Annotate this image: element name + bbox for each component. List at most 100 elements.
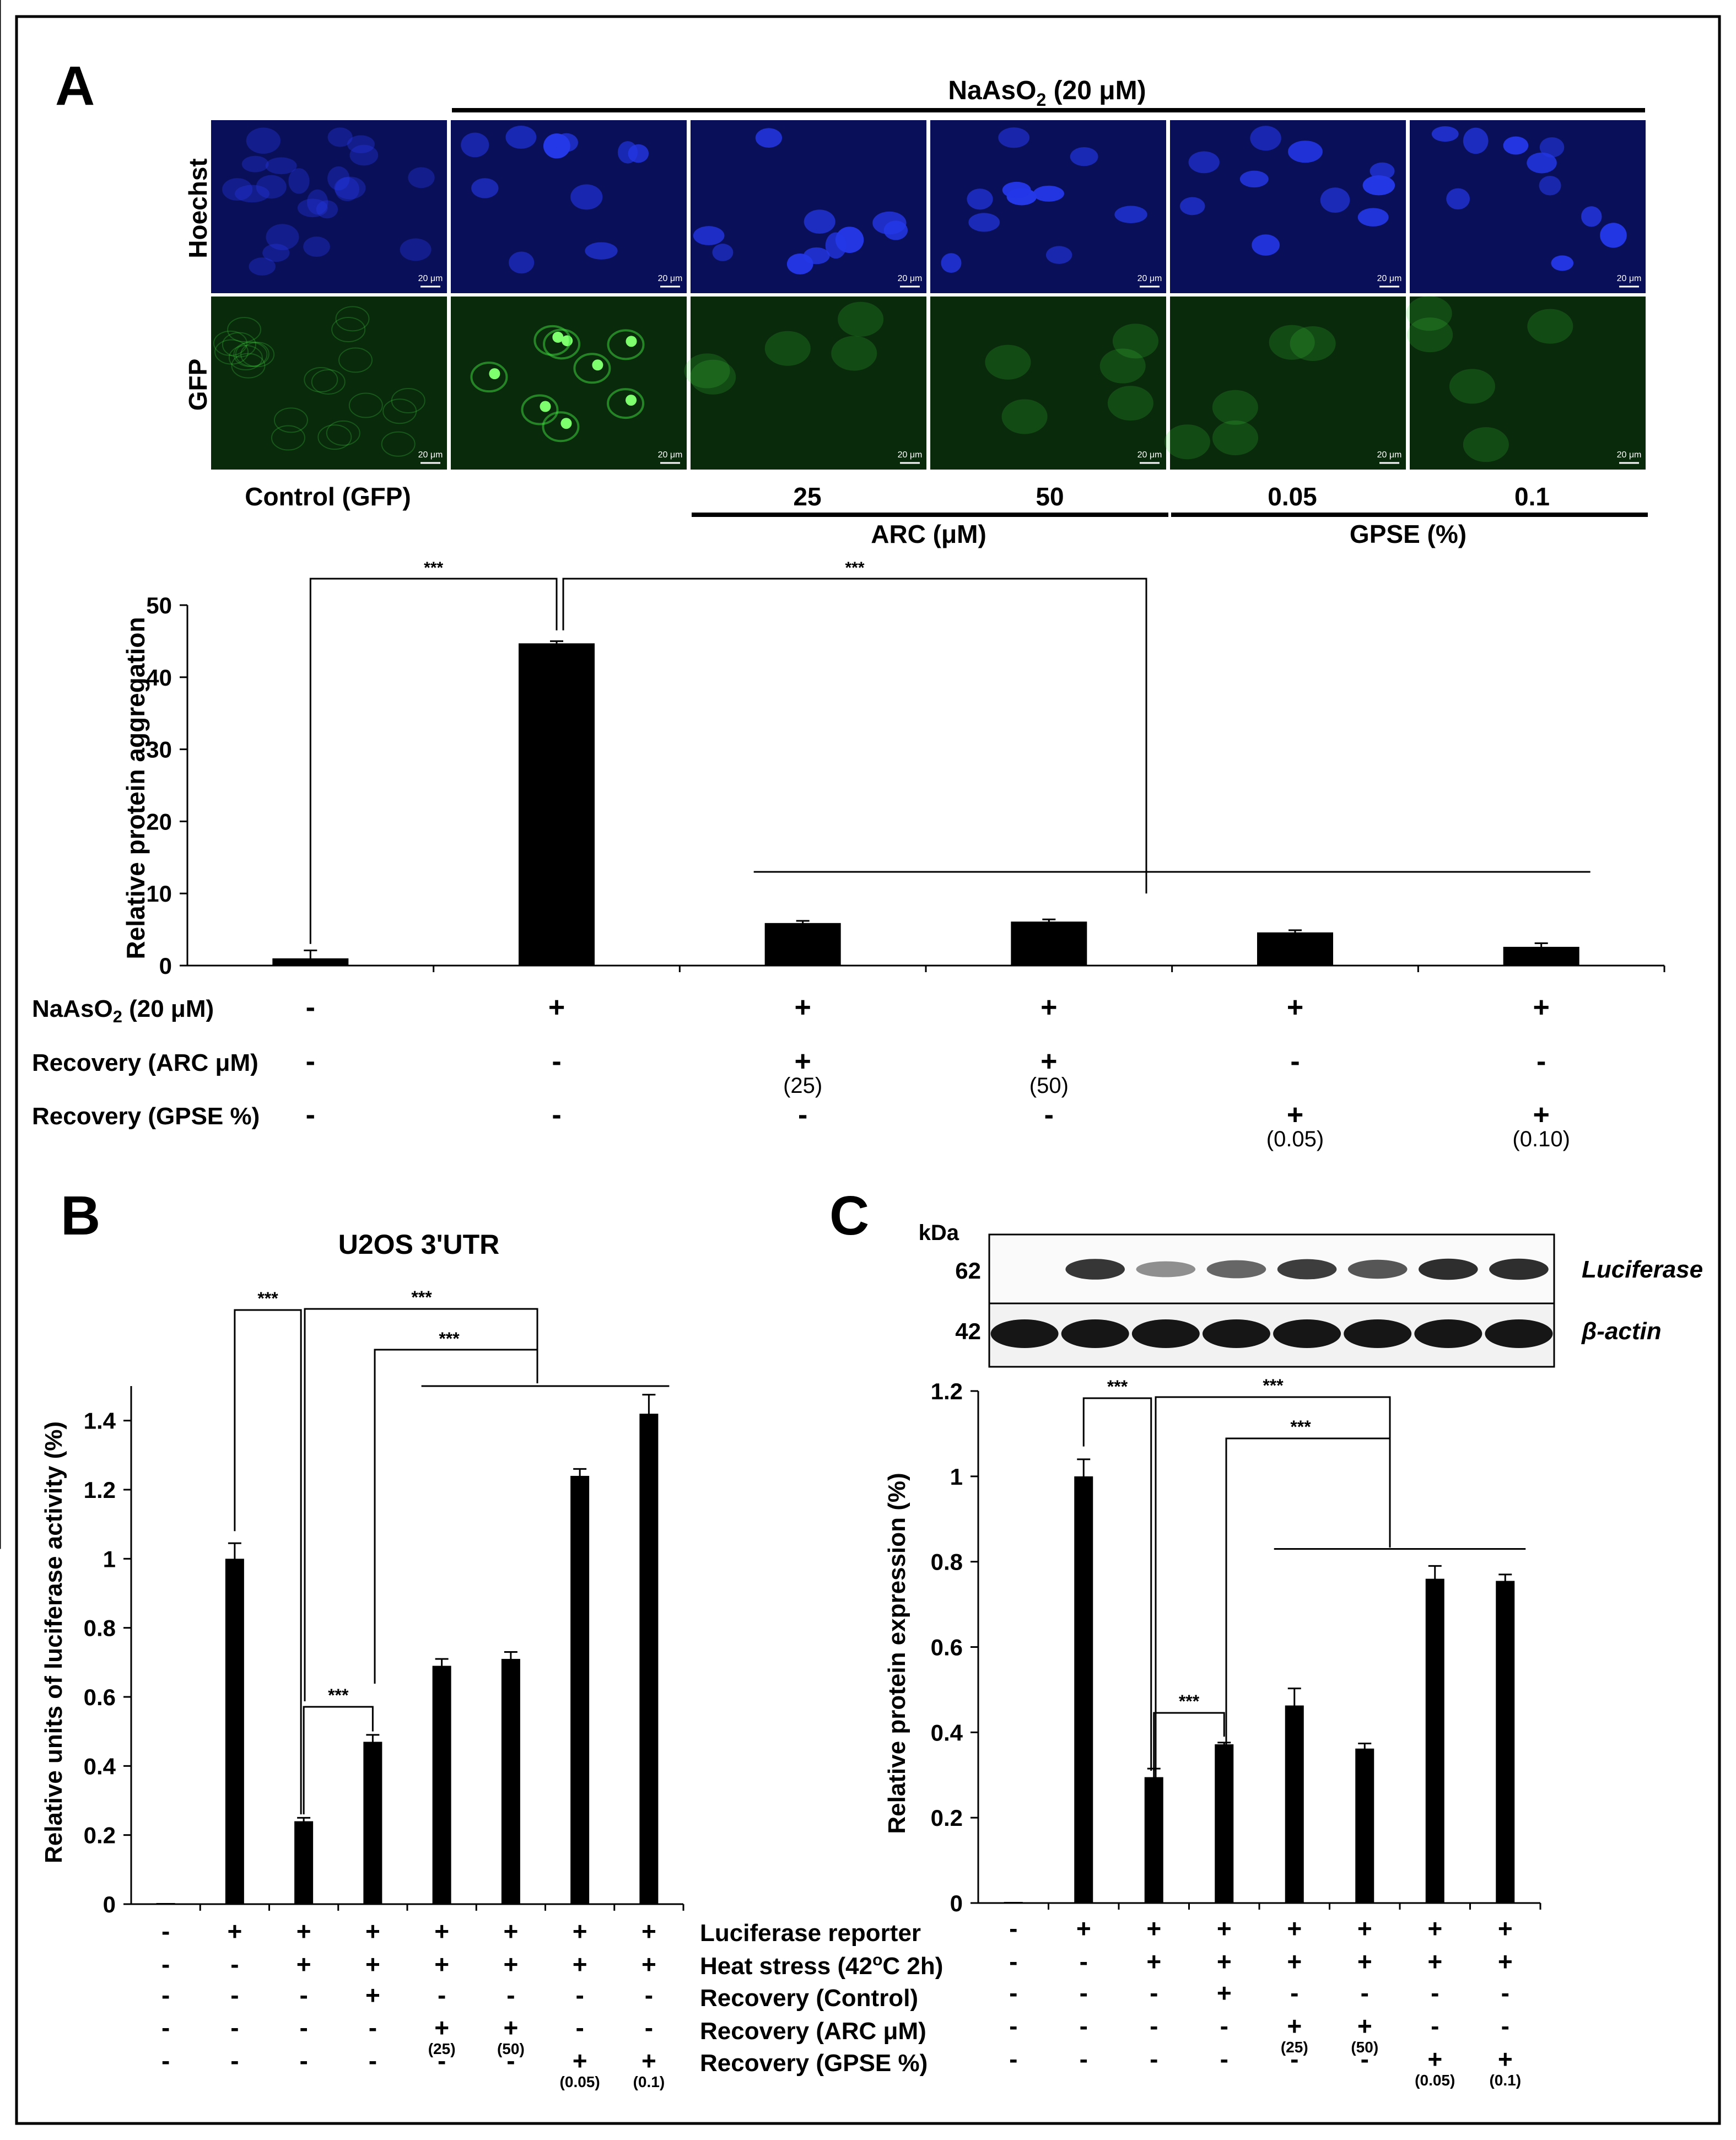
gfp-aggregate <box>552 331 564 343</box>
bar-2 <box>519 643 595 966</box>
row-label-text: NaAsO <box>32 995 113 1022</box>
treatment-cell: + <box>1217 1979 1232 2007</box>
nucleus <box>1539 175 1561 196</box>
treatment-cell: + <box>434 2013 449 2042</box>
nucleus <box>872 211 907 235</box>
cell-outline <box>228 345 263 371</box>
treatment-cell: + <box>641 1917 656 1945</box>
gfp-image-2: 20 μm <box>451 297 687 470</box>
treatment-cell: + <box>1217 1947 1232 1976</box>
y-tick-label: 0 <box>103 1891 116 1917</box>
cell-outline <box>348 392 383 418</box>
y-axis-label-b: Relative units of luciferase activity (%… <box>40 1421 67 1863</box>
nucleus <box>1539 137 1565 158</box>
bar-3 <box>1144 1777 1163 1903</box>
bar-8 <box>639 1414 659 1904</box>
label-text: Recovery (ARC μM) <box>700 2018 926 2045</box>
label-rest: C 2h) <box>882 1953 943 1980</box>
treatment-cell: - <box>1080 2045 1088 2073</box>
label-text: Recovery (Control) <box>700 1985 918 2012</box>
cell-outline <box>470 362 508 393</box>
nucleus <box>1581 206 1602 227</box>
shared-row-label: Recovery (GPSE %) <box>700 2050 928 2077</box>
actin-band-5 <box>1273 1319 1341 1348</box>
cell-outline <box>607 329 645 360</box>
cell-outline <box>233 342 268 368</box>
luciferase-band-8 <box>1489 1258 1549 1280</box>
cell-outline <box>1269 325 1315 360</box>
scale-bar-label: 20 μm <box>898 450 923 460</box>
treatment-table-b: - + + + + + + +- - + + + + + +- - - + - - - -- - - - +(25)+(50)- -… <box>161 1917 665 2090</box>
nucleus <box>1252 234 1280 256</box>
luciferase-activity-chart: U2OS 3'UTR Relative units of luciferase … <box>0 0 684 2090</box>
marker-62: 62 <box>955 1258 981 1284</box>
treatment-cell: + <box>1040 991 1057 1023</box>
treatment-cell: - <box>1009 1914 1017 1943</box>
treatment-dose: (0.1) <box>633 2073 665 2090</box>
treatment-cell: - <box>1361 1979 1369 2007</box>
scale-bar-label: 20 μm <box>418 274 443 283</box>
scale-bar-label: 20 μm <box>658 450 683 460</box>
treatment-cell: - <box>1220 2012 1228 2040</box>
scale-bar-label: 20 μm <box>1377 450 1402 460</box>
nucleus <box>1070 147 1098 166</box>
treatment-cell: + <box>1357 1914 1372 1943</box>
nucleus <box>570 184 603 210</box>
figure-border <box>15 15 1721 2125</box>
shared-row-label: Heat stress (42oC 2h) <box>700 1951 943 1980</box>
treatment-cell: + <box>573 1950 587 1979</box>
cell-outline <box>1112 324 1158 359</box>
treatment-cell: - <box>161 1950 170 1979</box>
treatment-cell: - <box>161 1917 170 1945</box>
western-blot: kDa 62 42 Luciferase β-actin <box>919 1221 1703 1368</box>
cell-outline <box>1407 317 1453 353</box>
treatment-cell: - <box>306 1099 315 1131</box>
nucleus <box>349 144 379 166</box>
bar-6 <box>501 1659 520 1904</box>
actin-band-3 <box>1131 1319 1200 1348</box>
treatment-cell: - <box>645 2013 653 2042</box>
column-label-arc-25: 25 <box>793 482 821 511</box>
actin-band-8 <box>1485 1319 1553 1348</box>
treatment-cell: + <box>641 1950 656 1979</box>
nucleus <box>755 128 783 148</box>
nucleus <box>461 132 489 158</box>
significance-bracket <box>1082 1397 1152 1771</box>
actin-band-2 <box>1061 1319 1129 1348</box>
nucleus <box>1463 127 1489 154</box>
cell-outline <box>222 332 256 358</box>
cell-outline <box>1449 369 1495 404</box>
nucleus <box>1188 151 1220 174</box>
treatment-cell: - <box>230 1981 239 2009</box>
treatment-cell: - <box>1044 1099 1054 1131</box>
cell-outline <box>1001 399 1048 434</box>
row-label-text: Recovery (GPSE %) <box>32 1103 260 1130</box>
label-text: Recovery (GPSE %) <box>700 2050 928 2077</box>
blot-bands <box>990 1258 1553 1348</box>
treatment-dose: (25) <box>428 2040 456 2057</box>
nucleus <box>334 176 366 200</box>
treatment-cell: - <box>299 1981 308 2009</box>
treatment-cell: + <box>1427 1914 1442 1943</box>
gfp-aggregate <box>626 336 637 347</box>
nucleus <box>222 178 253 201</box>
treatment-cell: + <box>1357 1947 1372 1976</box>
treatment-cell: + <box>296 1950 311 1979</box>
shared-row-label: Recovery (ARC μM) <box>700 2018 926 2045</box>
treatment-cell: - <box>299 2046 308 2075</box>
nucleus <box>327 166 350 191</box>
cell-outline <box>381 431 416 457</box>
significance-bracket <box>1155 1396 1391 1894</box>
treatment-cell: + <box>1533 991 1549 1023</box>
bars-c <box>1004 1458 1515 1903</box>
tile-background <box>1170 120 1406 293</box>
treatment-cell: + <box>794 1045 811 1077</box>
treatment-cell: + <box>1498 1947 1513 1976</box>
treatment-cell: - <box>1150 1979 1158 2007</box>
y-tick-label: 0.4 <box>931 1719 963 1745</box>
cell-outline <box>573 353 611 384</box>
luciferase-band-5 <box>1277 1259 1337 1280</box>
treatment-cell: + <box>1287 1914 1302 1943</box>
nucleus <box>1370 162 1395 180</box>
